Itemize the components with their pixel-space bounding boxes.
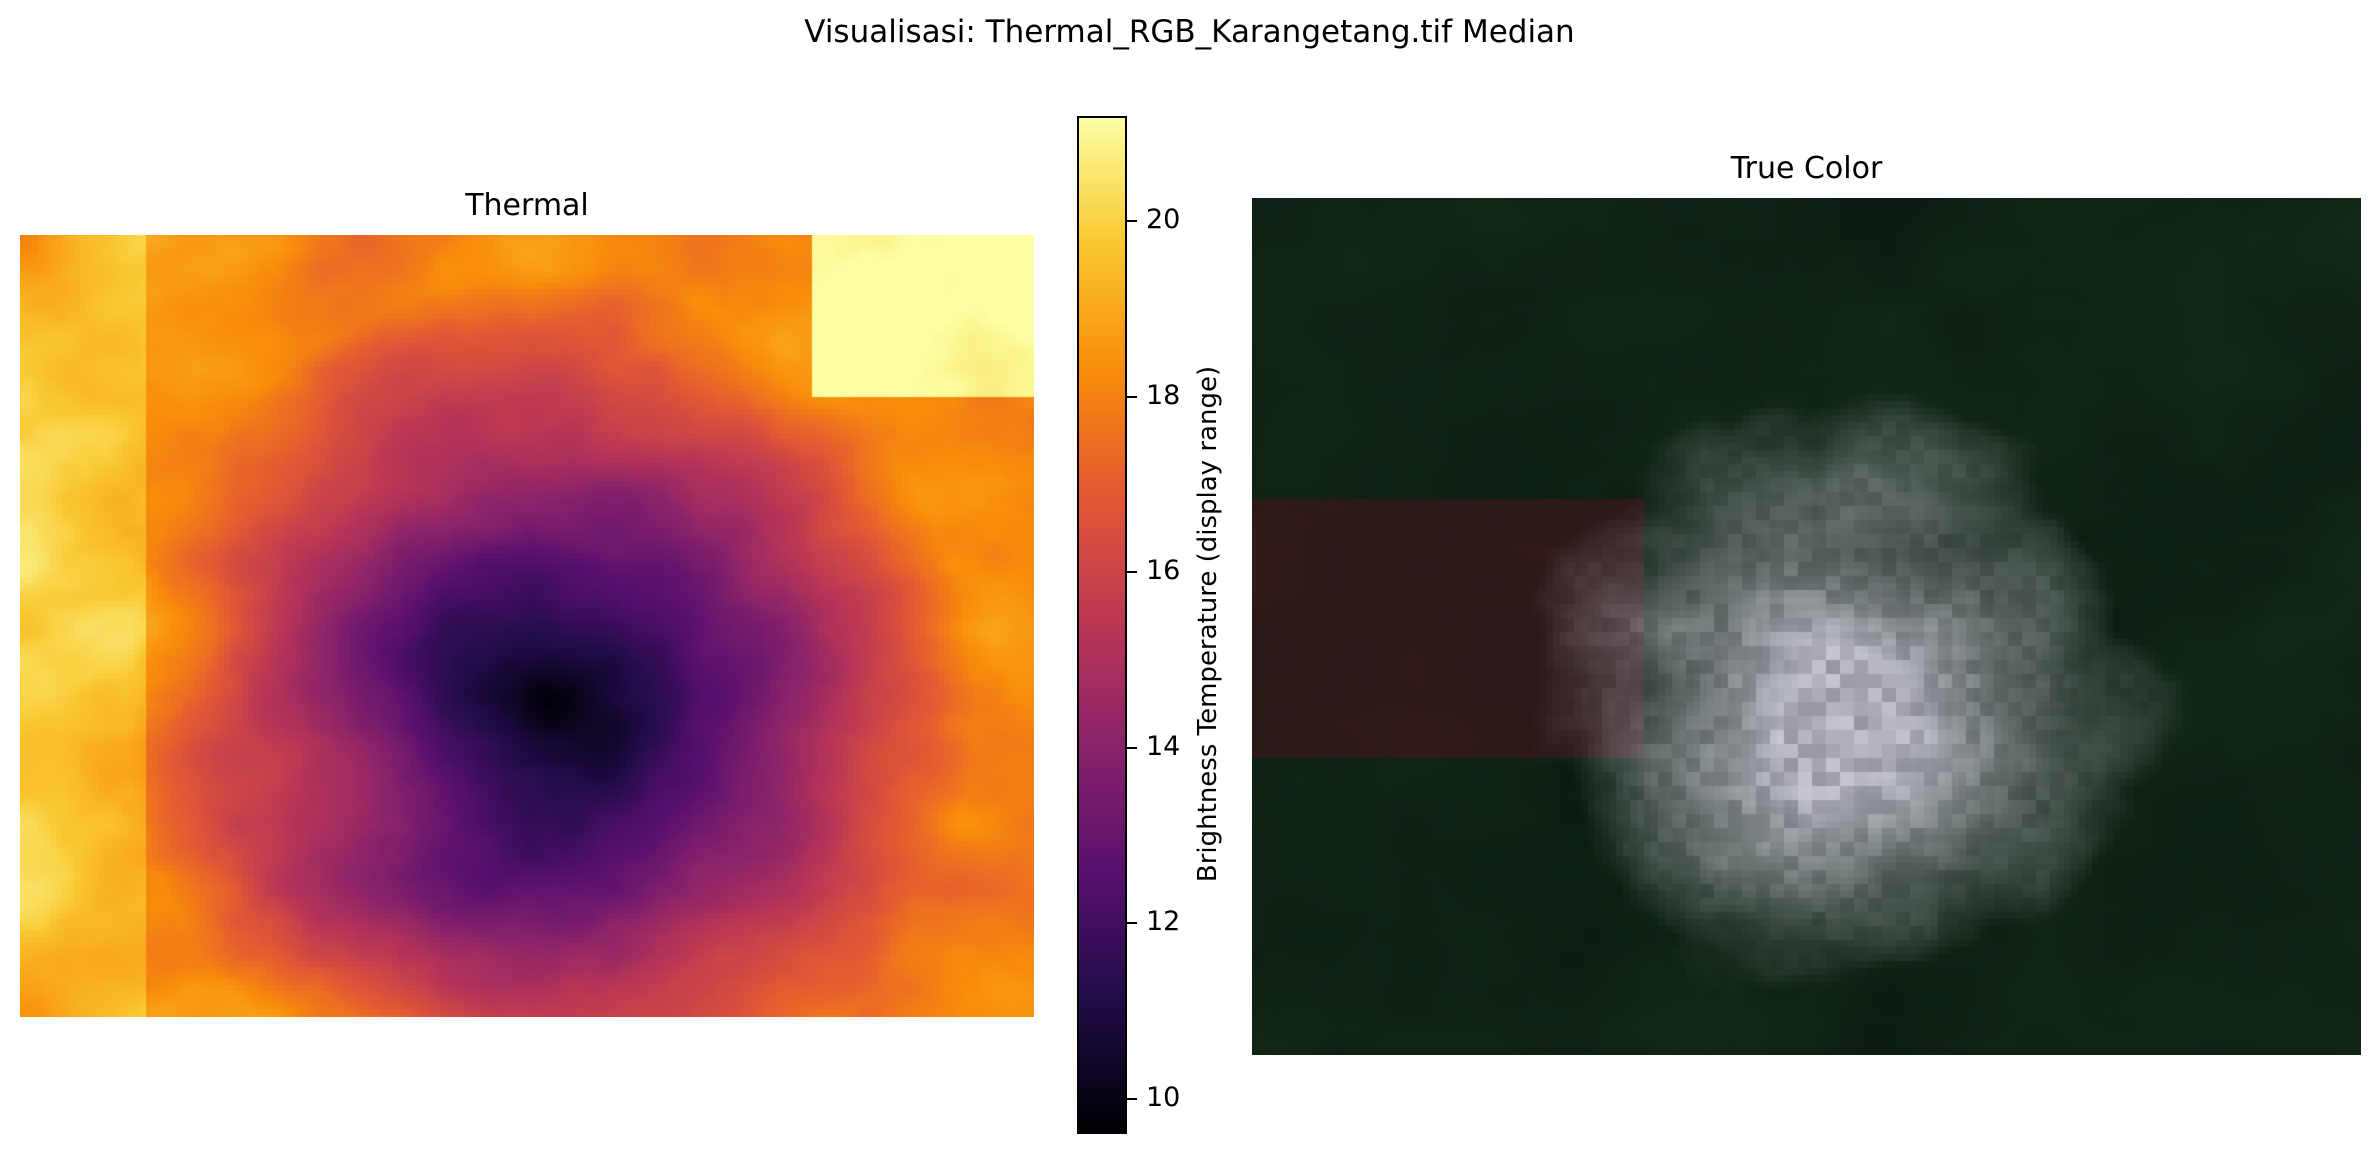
thermal-image — [20, 235, 1034, 1017]
figure-title: Visualisasi: Thermal_RGB_Karangetang.tif… — [804, 14, 1575, 50]
colorbar-tick-label: 14 — [1146, 730, 1181, 762]
colorbar-tick-label: 20 — [1146, 204, 1181, 236]
colorbar-tick-mark — [1127, 1097, 1137, 1100]
colorbar-tick-mark — [1127, 395, 1137, 398]
colorbar-tick-mark — [1127, 220, 1137, 223]
truecolor-title: True Color — [1730, 151, 1883, 186]
truecolor-image — [1252, 198, 2361, 1055]
colorbar-tick-label: 16 — [1146, 555, 1181, 587]
colorbar-tick-label: 12 — [1146, 906, 1181, 938]
thermal-title: Thermal — [465, 188, 589, 223]
colorbar-label: Brightness Temperature (display range) — [1193, 365, 1223, 883]
colorbar — [1077, 116, 1127, 1134]
colorbar-tick-mark — [1127, 571, 1137, 574]
colorbar-tick-label: 18 — [1146, 379, 1181, 411]
colorbar-tick-label: 10 — [1146, 1081, 1181, 1113]
colorbar-tick-mark — [1127, 746, 1137, 749]
colorbar-tick-mark — [1127, 922, 1137, 925]
